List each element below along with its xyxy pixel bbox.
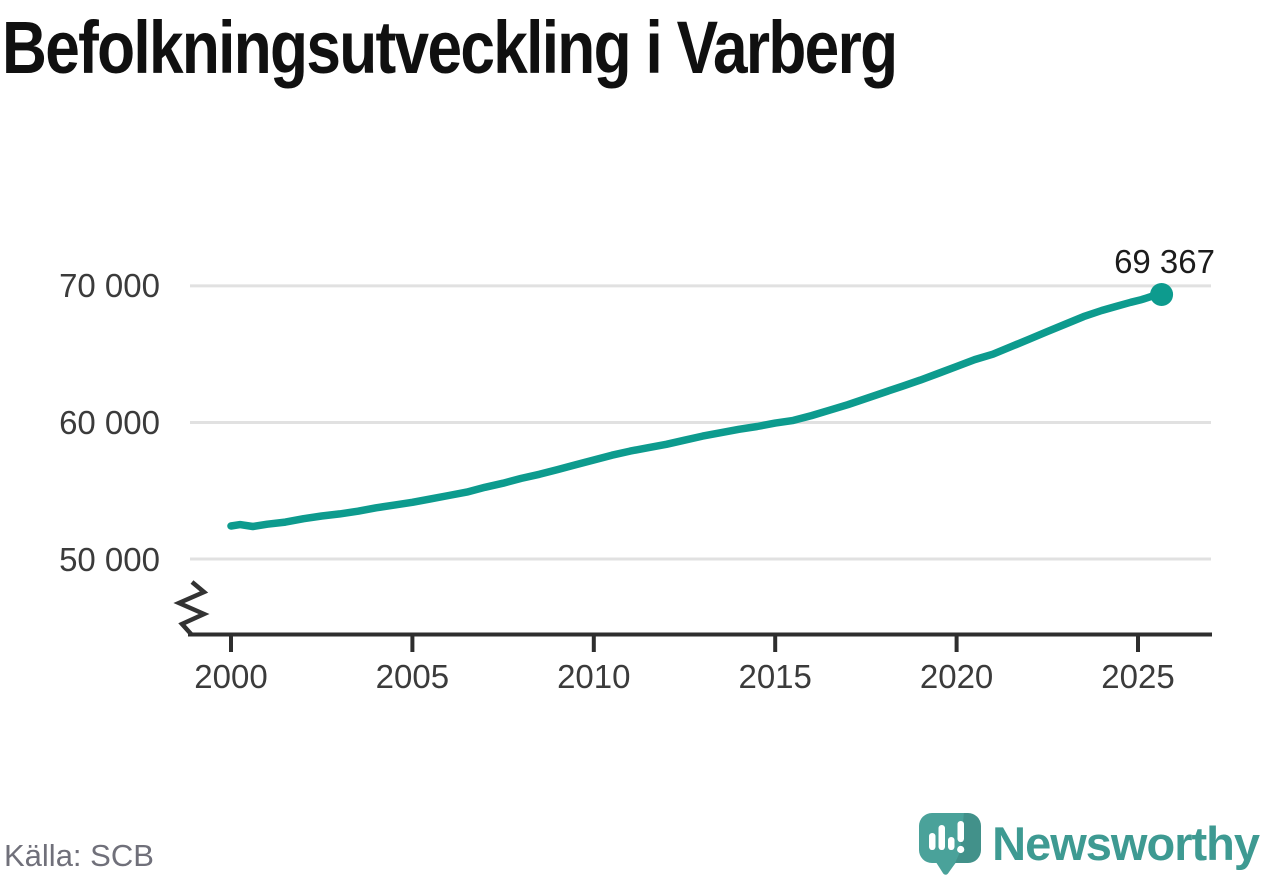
y-axis-label: 50 000: [59, 540, 160, 578]
newsworthy-icon: [919, 813, 982, 875]
end-point-dot: [1150, 283, 1174, 307]
x-axis-label: 2010: [557, 658, 631, 695]
x-axis-label: 2000: [194, 658, 268, 695]
newsworthy-logo: Newsworthy: [918, 812, 1260, 875]
x-axis-label: 2015: [738, 658, 812, 695]
source-caption: Källa: SCB: [4, 838, 154, 873]
x-axis-ticks: [229, 634, 1140, 652]
y-axis-label: 60 000: [59, 403, 160, 441]
x-axis-label: 2005: [375, 658, 450, 695]
x-axis-label: 2025: [1101, 658, 1175, 695]
population-line: [227, 290, 1166, 531]
axis-break-icon: [173, 580, 210, 636]
page-title: Befolkningsutveckling i Varberg: [2, 6, 898, 89]
x-axis-label: 2020: [919, 658, 994, 695]
end-value-label: 69 367: [1114, 243, 1215, 280]
gridlines: [190, 284, 1211, 561]
y-axis-label: 70 000: [59, 267, 160, 305]
newsworthy-wordmark: Newsworthy: [992, 816, 1260, 870]
